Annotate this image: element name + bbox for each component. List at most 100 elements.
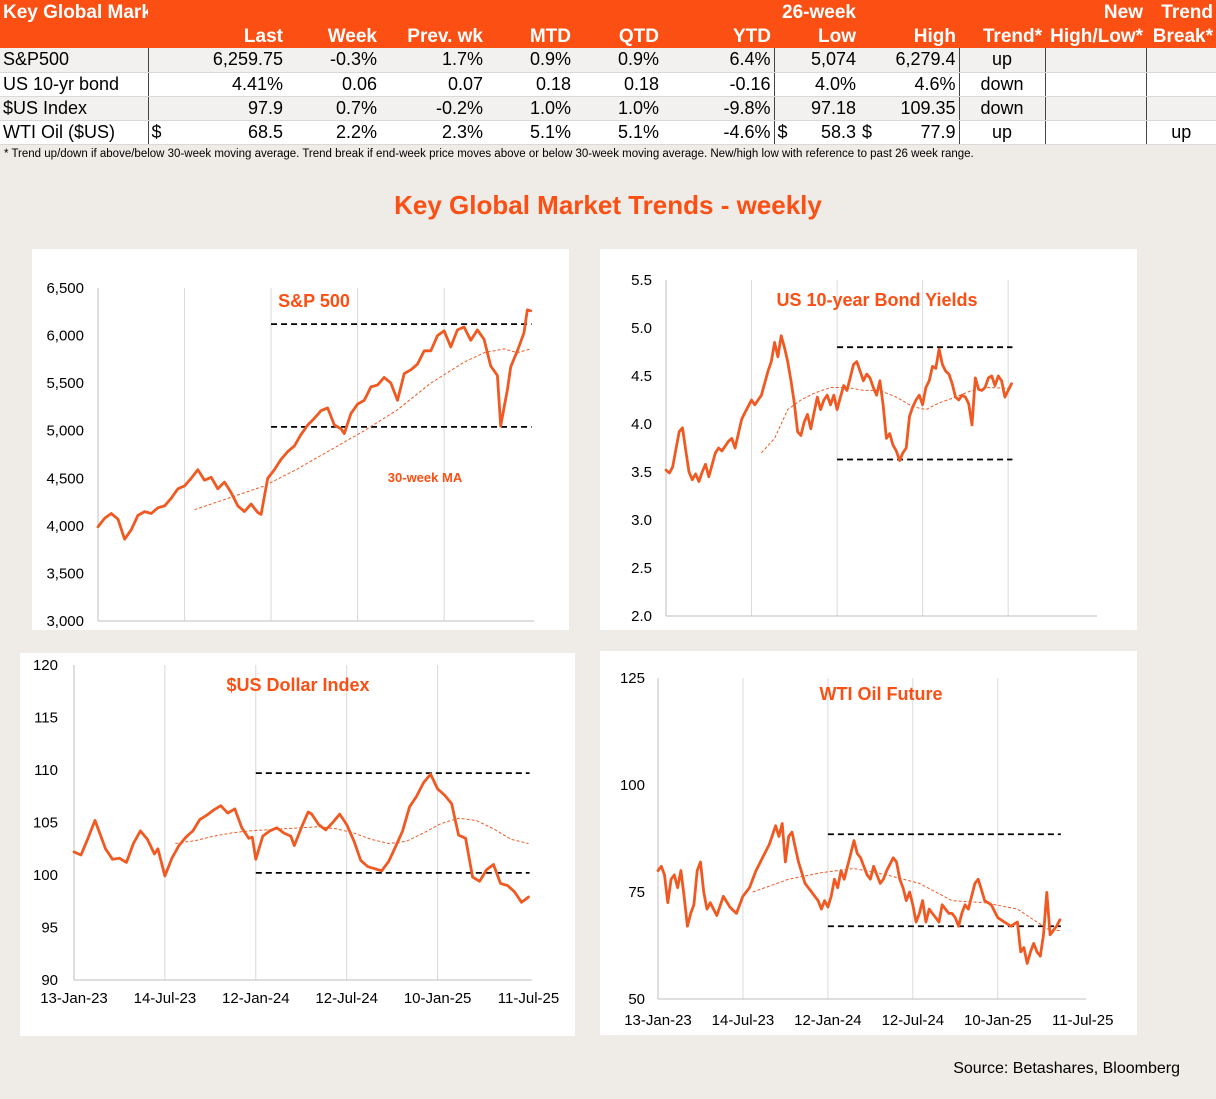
y-tick-label: 4.5 bbox=[631, 368, 652, 385]
cell-row-name: WTI Oil ($US) bbox=[0, 120, 149, 145]
cell-row-name: S&P500 bbox=[0, 48, 149, 73]
markets-table-container: Key Global Markets 26-week New Trend Las… bbox=[0, 0, 1216, 145]
moving-average-line bbox=[194, 348, 531, 511]
cell-ytd: 6.4% bbox=[662, 48, 775, 73]
cell-new-high-low bbox=[1045, 72, 1147, 97]
x-tick-label: 14-Jul-23 bbox=[134, 990, 197, 1007]
header-top-2 bbox=[286, 0, 380, 24]
y-tick-label: 3,500 bbox=[46, 565, 84, 582]
header-last: Last bbox=[243, 25, 283, 47]
y-tick-label: 6,000 bbox=[46, 328, 84, 345]
table-row: US 10-yr bond 4.41% 0.06 0.07 0.18 0.18 -0.16 4… bbox=[0, 72, 1216, 97]
header-26-week: 26-week bbox=[782, 1, 856, 23]
cell-week: -0.3% bbox=[286, 48, 380, 73]
header-qtd: QTD bbox=[618, 25, 659, 47]
header-row: Last Week Prev. wk MTD QTD YTD Low High … bbox=[0, 24, 1216, 48]
y-tick-label: 5,000 bbox=[46, 423, 84, 440]
header-row-top: Key Global Markets 26-week New Trend bbox=[0, 0, 1216, 24]
y-tick-label: 115 bbox=[34, 710, 58, 727]
x-tick-label: 12-Jul-24 bbox=[315, 990, 378, 1007]
price-series-line bbox=[664, 334, 1013, 483]
cell-high: 6,279.4 bbox=[859, 48, 960, 73]
x-tick-label: 11-Jul-25 bbox=[498, 990, 559, 1007]
source-note: Source: Betashares, Bloomberg bbox=[953, 1060, 1180, 1077]
y-tick-label: 100 bbox=[33, 867, 58, 884]
header-top-1 bbox=[148, 0, 286, 24]
header-prev-wk: Prev. wk bbox=[407, 25, 483, 47]
moving-average-line bbox=[761, 386, 1012, 454]
cell-high: 4.6% bbox=[859, 72, 960, 97]
header-top-4 bbox=[486, 0, 574, 24]
header-week: Week bbox=[327, 25, 377, 47]
cell-ytd: -4.6% bbox=[662, 120, 775, 145]
header-top-5 bbox=[574, 0, 662, 24]
cell-trend-break bbox=[1146, 72, 1216, 97]
y-tick-label: 4,000 bbox=[46, 518, 84, 535]
x-tick-label: 10-Jan-25 bbox=[404, 990, 472, 1007]
cell-value: 68.5 bbox=[247, 121, 283, 142]
x-tick-label: 10-Jan-25 bbox=[964, 1012, 1032, 1029]
y-tick-label: 5.5 bbox=[631, 272, 652, 289]
markets-table: Key Global Markets 26-week New Trend Las… bbox=[0, 0, 1216, 145]
cell-low: 5,074 bbox=[774, 48, 859, 73]
table-row: $US Index 97.9 0.7% -0.2% 1.0% 1.0% -9.8% 97.18… bbox=[0, 96, 1216, 121]
wti-oil-chart: 50 75 100 125 13-Jan-23 14-Jul-23 12-Jan-24 12-… bbox=[620, 670, 1113, 1029]
cell-row-name: US 10-yr bond bbox=[0, 72, 149, 97]
header-top-3 bbox=[380, 0, 486, 24]
cell-prev-wk: 2.3% bbox=[380, 120, 486, 145]
y-tick-label: 105 bbox=[33, 815, 58, 832]
y-tick-label: 4.0 bbox=[631, 416, 652, 433]
cell-ytd: -9.8% bbox=[662, 96, 775, 121]
y-tick-label: 2.5 bbox=[631, 560, 652, 577]
x-tick-label: 13-Jan-23 bbox=[40, 990, 108, 1007]
header-top-9 bbox=[959, 0, 1045, 24]
y-tick-label: 120 bbox=[33, 657, 58, 674]
header-0 bbox=[0, 24, 148, 48]
cell-value: 77.9 bbox=[920, 121, 956, 142]
cell-high: 109.35 bbox=[859, 96, 960, 121]
x-tick-label: 12-Jan-24 bbox=[222, 990, 290, 1007]
cell-trend-break bbox=[1146, 96, 1216, 121]
cell-mtd: 5.1% bbox=[486, 120, 574, 145]
cell-mtd: 1.0% bbox=[486, 96, 574, 121]
chart-title: $US Dollar Index bbox=[226, 675, 369, 695]
moving-average-line bbox=[752, 867, 1060, 931]
cell-prev-wk: -0.2% bbox=[380, 96, 486, 121]
dollar-index-chart: 90 95 100 105 110 115 120 13-Jan-23 14-Jul-23 12-… bbox=[33, 657, 559, 1007]
cell-week: 0.7% bbox=[286, 96, 380, 121]
cell-last: 97.9 bbox=[148, 96, 286, 121]
cell-last: 6,259.75 bbox=[148, 48, 286, 73]
cell-high: $77.9 bbox=[859, 120, 960, 145]
y-tick-label: 90 bbox=[41, 972, 58, 989]
header-break: Break* bbox=[1152, 25, 1213, 47]
cell-last: 4.41% bbox=[148, 72, 286, 97]
x-tick-label: 12-Jan-24 bbox=[794, 1012, 862, 1029]
y-tick-label: 100 bbox=[620, 777, 645, 794]
y-tick-label: 3,000 bbox=[46, 613, 84, 630]
header-mtd: MTD bbox=[529, 25, 571, 47]
cell-new-high-low bbox=[1045, 48, 1147, 73]
ma-annotation: 30-week MA bbox=[388, 470, 463, 485]
y-tick-label: 3.0 bbox=[631, 512, 652, 529]
y-tick-label: 3.5 bbox=[631, 464, 652, 481]
cell-prev-wk: 0.07 bbox=[380, 72, 486, 97]
cell-trend-break: up bbox=[1146, 120, 1216, 145]
x-tick-label: 13-Jan-23 bbox=[624, 1012, 692, 1029]
cell-week: 0.06 bbox=[286, 72, 380, 97]
bond-yield-chart: 2.0 2.5 3.0 3.5 4.0 4.5 5.0 5.5 US 10-year Bond … bbox=[631, 272, 1097, 625]
cell-value: 58.3 bbox=[820, 121, 856, 142]
y-tick-label: 50 bbox=[628, 991, 645, 1008]
moving-average-line bbox=[175, 817, 529, 845]
bond-yield-chart-panel: 2.0 2.5 3.0 3.5 4.0 4.5 5.0 5.5 US 10-year Bond … bbox=[600, 249, 1137, 630]
currency-symbol: $ bbox=[777, 121, 788, 142]
price-series-line bbox=[72, 772, 530, 904]
y-tick-label: 95 bbox=[41, 920, 58, 937]
header-top-6 bbox=[662, 0, 774, 24]
dollar-index-chart-panel: 90 95 100 105 110 115 120 13-Jan-23 14-Jul-23 12-… bbox=[20, 653, 575, 1036]
sp500-chart: 3,000 3,500 4,000 4,500 5,000 5,500 6,000 6,500… bbox=[46, 280, 534, 630]
header-trend-star: Trend* bbox=[982, 25, 1042, 47]
y-tick-label: 75 bbox=[628, 884, 645, 901]
y-tick-label: 5.0 bbox=[631, 320, 652, 337]
cell-week: 2.2% bbox=[286, 120, 380, 145]
y-tick-label: 4,500 bbox=[46, 470, 84, 487]
